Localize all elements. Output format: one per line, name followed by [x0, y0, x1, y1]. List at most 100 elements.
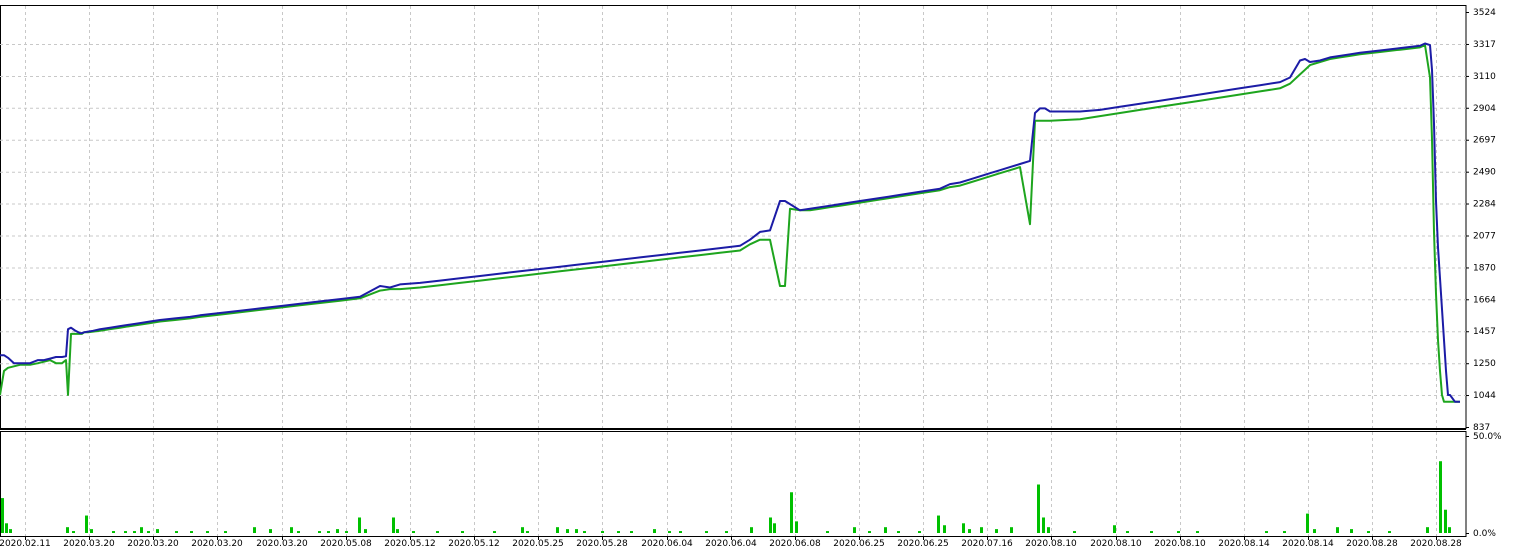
histogram-bar: [1010, 527, 1013, 533]
histogram-bar: [1177, 531, 1180, 533]
histogram-bar: [140, 527, 143, 533]
x-tick-label: 2020.03.20: [191, 539, 243, 549]
histogram-bar: [1196, 531, 1199, 533]
histogram-bar: [1336, 527, 1339, 533]
histogram-bar: [1073, 531, 1076, 533]
histogram-bar: [156, 529, 159, 533]
histogram-bar: [521, 527, 524, 533]
histogram-bar: [1037, 484, 1040, 533]
histogram-bar: [1439, 461, 1442, 533]
x-axis-labels: 2020.02.11 2020.03.20 2020.03.20 2020.03.20…: [0, 536, 1462, 549]
histogram-bar: [1444, 509, 1447, 533]
series-line: [0, 42, 1460, 403]
y-tick-label: 2490: [1473, 168, 1496, 178]
histogram-bar: [769, 517, 772, 533]
histogram-bar: [773, 523, 776, 533]
histogram-bar: [1265, 531, 1268, 533]
series-lines: [0, 42, 1460, 403]
histogram-bar: [575, 529, 578, 533]
histogram-bar: [937, 515, 940, 533]
histogram-bar: [725, 531, 728, 533]
sub-plot-border: [0, 431, 1467, 537]
histogram-bar: [190, 531, 193, 533]
x-tick-label: 2020.06.04: [705, 539, 757, 549]
x-tick-label: 2020.05.28: [576, 539, 628, 549]
histogram-bar: [668, 531, 671, 533]
histogram-bar: [1426, 527, 1429, 533]
histogram-bar: [9, 529, 12, 533]
histogram-bar: [436, 531, 439, 533]
histogram-bar: [112, 531, 115, 533]
series-line: [0, 44, 1460, 403]
histogram-bar: [269, 529, 272, 533]
x-tick-label: 2020.06.04: [641, 539, 693, 549]
histogram-bar: [72, 531, 75, 533]
y-tick-label: 2904: [1473, 104, 1496, 114]
histogram-bar: [1306, 513, 1309, 533]
histogram-bar: [790, 492, 793, 533]
histogram-bar: [968, 529, 971, 533]
histogram-bar: [345, 531, 348, 533]
histogram-bar: [918, 531, 921, 533]
histogram-bar: [795, 521, 798, 533]
histogram-bar: [493, 531, 496, 533]
histogram-bar: [5, 523, 8, 533]
histogram-bar: [1388, 531, 1391, 533]
histogram-bar: [995, 529, 998, 533]
x-tick-label: 2020.08.28: [1410, 539, 1462, 549]
y-tick-label: 3317: [1473, 40, 1496, 50]
histogram-bar: [412, 531, 415, 533]
histogram-bar: [630, 531, 633, 533]
sub-frame: [0, 431, 1467, 537]
histogram-bar: [1313, 529, 1316, 533]
histogram-bar: [1113, 525, 1116, 533]
y-tick-label: 837: [1473, 423, 1490, 433]
x-tick-label: 2020.08.28: [1346, 539, 1398, 549]
histogram-bar: [679, 531, 682, 533]
histogram-bar: [705, 531, 708, 533]
histogram-bar: [1350, 529, 1353, 533]
main-plot-border: [0, 5, 1467, 429]
histogram-bar: [943, 525, 946, 533]
x-tick-label: 2020.08.10: [1090, 539, 1142, 549]
histogram-bar: [290, 527, 293, 533]
x-tick-label: 2020.08.14: [1282, 539, 1334, 549]
histogram-bar: [1042, 517, 1045, 533]
histogram-bar: [1283, 531, 1286, 533]
histogram-bar: [556, 527, 559, 533]
histogram-bar: [980, 527, 983, 533]
y-tick-label: 1870: [1473, 263, 1496, 273]
histogram-bar: [1047, 527, 1050, 533]
x-tick-label: 2020.06.25: [897, 539, 949, 549]
histogram-bar: [868, 531, 871, 533]
histogram-bar: [1126, 531, 1129, 533]
y-tick-label: 1250: [1473, 359, 1496, 369]
histogram-bar: [124, 531, 127, 533]
histogram-bar: [364, 529, 367, 533]
histogram-bar: [85, 515, 88, 533]
histogram-bar: [826, 531, 829, 533]
y-tick-label: 1044: [1473, 391, 1496, 401]
main-frame: [0, 5, 1467, 430]
histogram-bar: [884, 527, 887, 533]
histogram-bar: [566, 529, 569, 533]
x-tick-label: 2020.05.25: [512, 539, 564, 549]
y-tick-label: 2077: [1473, 231, 1496, 241]
histogram-bar: [526, 531, 529, 533]
x-tick-label: 2020.06.25: [833, 539, 885, 549]
histogram-bar: [133, 531, 136, 533]
sub-y-axis-labels: 50.0% 0.0%: [1466, 432, 1502, 539]
histogram-bar: [147, 531, 150, 533]
y-axis-labels: 3524 3317 3110 2904 2697 2490 2284 2077 1870 1664…: [1466, 8, 1496, 433]
y-tick-label: 2284: [1473, 200, 1496, 210]
x-tick-label: 2020.05.12: [448, 539, 500, 549]
x-tick-label: 2020.07.16: [961, 539, 1013, 549]
histogram-bar: [175, 531, 178, 533]
histogram-bar: [601, 531, 604, 533]
histogram-bar: [358, 517, 361, 533]
main-grid: [0, 6, 1466, 428]
histogram-bar: [750, 527, 753, 533]
histogram-bar: [962, 523, 965, 533]
